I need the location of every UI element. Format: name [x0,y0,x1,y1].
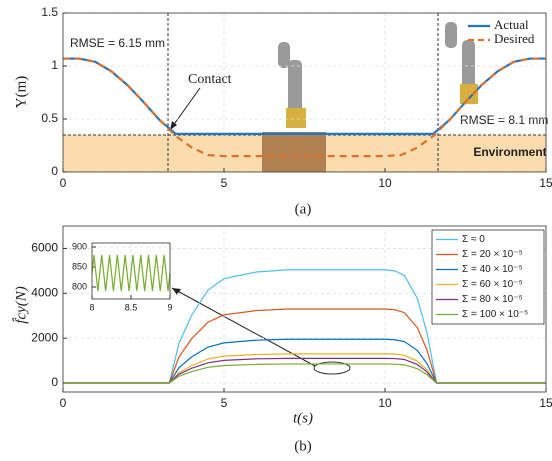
caption: (a) [295,201,312,217]
x-tick-label: 10 [378,396,392,410]
x-tick-label: 0 [60,396,67,410]
annotation: RMSE = 6.15 mm [70,36,165,50]
legend-label: Actual [494,17,529,32]
y-axis-label: Y(m) [13,76,29,109]
data-line [63,358,546,383]
x-tick-label: 10 [378,176,392,190]
y-tick-label: 6000 [31,241,58,255]
y-tick-label: 0.5 [41,111,58,125]
x-tick-label: 8.5 [125,302,138,312]
x-axis-label: t(s) [293,410,313,426]
y-tick-label: 1.5 [41,5,58,19]
annotation: Contact [188,72,232,87]
data-line [63,339,546,383]
y-tick-label: 2000 [31,330,58,344]
legend-label: Σ = 20 × 10⁻⁵ [462,249,523,260]
figure: RMSE = 6.15 mm RMSE = 8.1 mm Contact Env… [0,0,552,461]
legend-label: Σ ≈ 0 [462,234,485,245]
x-tick-label: 15 [539,396,552,410]
x-tick-label: 5 [221,176,228,190]
legend-label: Σ = 80 × 10⁻⁵ [462,294,523,305]
y-tick-label: 4000 [31,285,58,299]
caption: (b) [294,438,312,454]
y-tick-label: 850 [72,261,87,271]
x-tick-label: 15 [539,176,552,190]
y-tick-label: 0 [51,164,58,178]
x-tick-label: 9 [167,302,172,312]
y-axis-label: f̂cy(N) [12,286,29,323]
data-line [63,364,546,383]
legend-label: Σ = 100 × 10⁻⁵ [462,309,528,320]
y-tick-label: 900 [72,241,87,251]
x-tick-label: 5 [221,396,228,410]
annotation: RMSE = 8.1 mm [460,113,548,127]
annotation: Environment [473,145,546,159]
page: {"chart_data":[ {"type":"line","ylabel":… [0,0,552,461]
arrow-head [172,288,181,295]
legend-label: Σ = 60 × 10⁻⁵ [462,279,523,290]
legend-label: Desired [494,31,535,46]
y-tick-label: 800 [72,281,87,291]
y-tick-label: 0 [51,375,58,389]
legend-label: Σ = 40 × 10⁻⁵ [462,264,523,275]
x-tick-label: 0 [60,176,67,190]
y-tick-label: 1 [51,58,58,72]
x-tick-label: 8 [89,302,94,312]
